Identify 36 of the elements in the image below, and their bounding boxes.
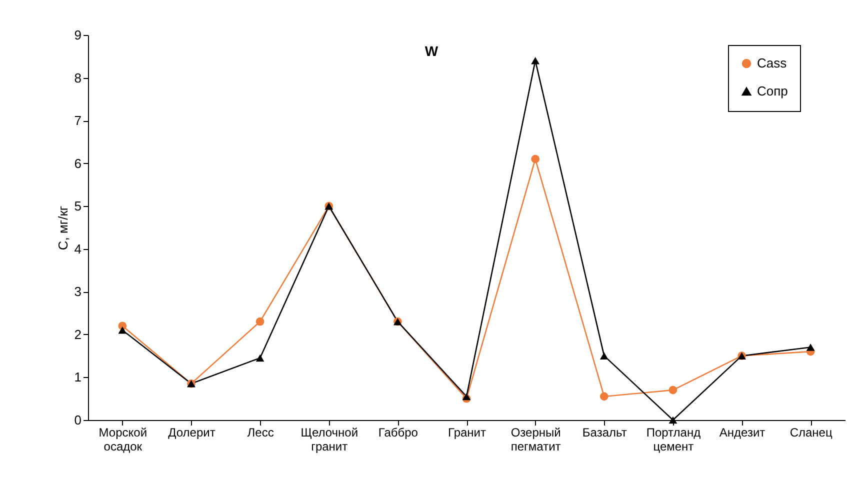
y-tick-label: 3: [74, 284, 82, 300]
point: [531, 154, 540, 164]
point: [118, 326, 127, 334]
x-tick-label: Андезит: [719, 426, 766, 440]
point: [256, 317, 264, 326]
y-axis-title: C, мг/кг: [55, 206, 70, 250]
x-tick-label: Морской осадок: [98, 426, 148, 454]
point: [806, 344, 815, 351]
x-tick-label: Озерный пегматит: [510, 426, 562, 454]
x-tick-label: Портланд цемент: [646, 426, 701, 454]
y-tick-label: 5: [74, 198, 82, 214]
y-tick-label: 1: [74, 370, 82, 385]
point: [531, 57, 540, 64]
y-tick-label: 9: [74, 28, 82, 42]
x-tick-label: Гранит: [448, 426, 486, 440]
x-tick-label: Габбро: [378, 426, 418, 440]
y-tick-label: 2: [74, 326, 82, 342]
y-tick-label: 7: [74, 113, 82, 128]
text: W: [424, 43, 439, 59]
x-tick-label: Базальт: [582, 426, 628, 440]
x-tick-label: Лесс: [247, 426, 274, 440]
y-tick-label: 6: [74, 156, 82, 171]
point: [668, 416, 678, 424]
x-tick-label: Долерит: [168, 426, 216, 440]
point: [600, 392, 608, 401]
y-tick-label: 0: [74, 412, 82, 428]
y-tick-label: 4: [74, 241, 82, 256]
point: [256, 354, 264, 362]
point: [668, 386, 678, 394]
x-tick-label: Сланец: [790, 426, 832, 440]
y-tick-label: 8: [74, 70, 82, 86]
point: [600, 352, 608, 360]
x-tick-label: Щелочной гранит: [300, 426, 358, 454]
legend-label: Сопр: [757, 84, 788, 98]
legend-label: Cass: [757, 56, 788, 70]
point: [462, 392, 471, 400]
